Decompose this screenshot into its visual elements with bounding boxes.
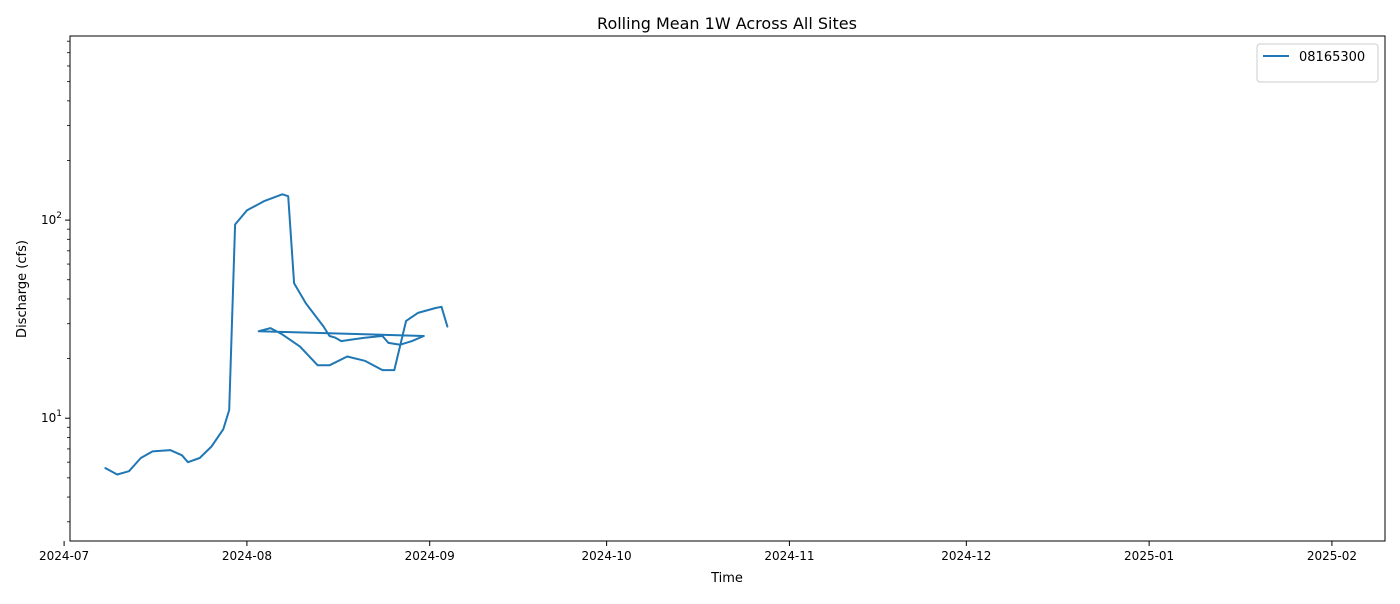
x-tick-label: 2025-02 (1307, 549, 1357, 563)
x-axis: 2024-07 2024-08 2024-09 2024-10 2024-11 2024-… (39, 541, 1357, 563)
chart-title: Rolling Mean 1W Across All Sites (597, 14, 857, 33)
x-tick-label: 2024-12 (941, 549, 991, 563)
x-tick-label: 2024-11 (764, 549, 814, 563)
legend-box (1256, 43, 1379, 83)
x-tick-label: 2024-10 (582, 549, 632, 563)
y-tick-base: 10 (41, 213, 56, 227)
series-layer (104, 193, 449, 476)
legend-label: 08165300 (1299, 50, 1365, 65)
x-tick-label: 2024-07 (39, 549, 89, 563)
x-tick-label: 2024-08 (222, 549, 272, 563)
x-tick-label: 2024-09 (405, 549, 455, 563)
y-axis-title: Discharge (cfs) (15, 240, 30, 338)
x-axis-title: Time (710, 571, 743, 586)
x-tick-label: 2025-01 (1124, 549, 1174, 563)
y-tick-exponent: 2 (56, 211, 62, 221)
legend: 08165300 (1256, 43, 1379, 83)
y-tick-label: 102 (41, 211, 62, 227)
plot-area-frame (69, 35, 1386, 542)
series-line-08165300 (104, 193, 449, 476)
y-tick-exponent: 1 (56, 409, 62, 419)
y-tick-label: 101 (41, 409, 62, 425)
y-tick-base: 10 (41, 411, 56, 425)
